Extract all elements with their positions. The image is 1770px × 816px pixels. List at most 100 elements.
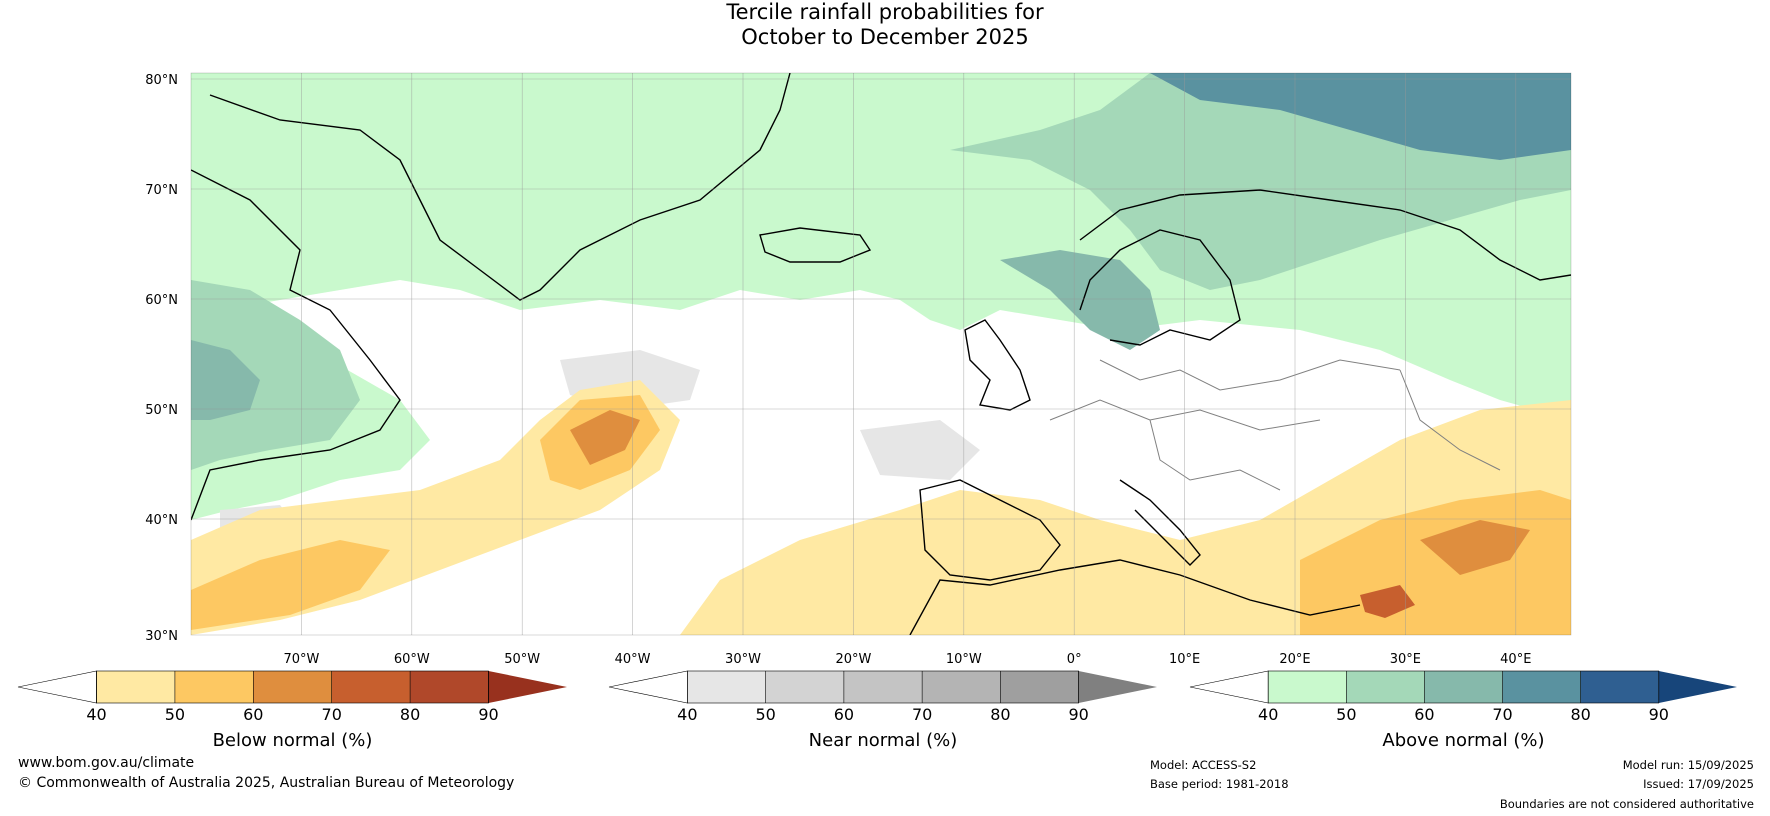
latitude-labels: 80°N 70°N 60°N 50°N 40°N 30°N — [145, 73, 178, 644]
colorbars: 40 50 60 70 80 90 Below normal (%) 40 50 60 70 80 90… — [17, 670, 1737, 751]
near-normal-patch-2 — [860, 420, 980, 480]
lat-label: 60°N — [145, 293, 178, 308]
colorbar-extension-high — [1078, 671, 1157, 703]
colorbar-tick-label: 50 — [165, 705, 185, 724]
issued-date: Issued: 17/09/2025 — [1643, 777, 1754, 791]
colorbar-segment — [843, 671, 923, 703]
colorbar-segment — [410, 671, 489, 703]
lon-label: 10°W — [946, 652, 982, 667]
colorbar-tick-label: 40 — [86, 705, 106, 724]
colorbar-3: 40 50 60 70 80 90 Above normal (%) — [1189, 670, 1737, 751]
iberia-coast — [919, 479, 1061, 581]
below-normal-60-sw — [191, 540, 390, 630]
lat-label: 40°N — [145, 513, 178, 528]
colorbar-tick-label: 90 — [478, 705, 498, 724]
colorbar-extension-low — [608, 670, 688, 704]
above-normal-70-labrador — [191, 340, 260, 420]
lat-label: 50°N — [145, 403, 178, 418]
colorbar-segment — [1346, 671, 1425, 703]
coastlines — [191, 73, 1571, 635]
colorbar-tick-label: 90 — [1649, 705, 1669, 724]
lat-label: 30°N — [145, 629, 178, 644]
lon-label: 0° — [1067, 652, 1082, 667]
lat-label: 70°N — [145, 183, 178, 198]
above-normal-60-scandinavia — [1000, 250, 1160, 350]
title-line-2: October to December 2025 — [741, 25, 1029, 49]
colorbar-segment — [687, 671, 766, 703]
colorbar-extension-low — [17, 670, 97, 704]
border-1 — [1049, 399, 1321, 431]
colorbar-segment — [96, 671, 175, 703]
below-normal-70-atlantic — [570, 410, 640, 465]
colorbar-tick-label: 40 — [677, 705, 697, 724]
colorbar-tick-label: 40 — [1258, 705, 1278, 724]
below-normal-70-mideast — [1420, 520, 1530, 575]
colorbar-segment — [174, 671, 254, 703]
colorbar-tick-label: 70 — [1492, 705, 1512, 724]
north-africa-coast — [909, 559, 1361, 635]
border-2 — [1099, 359, 1401, 391]
colorbar-segment — [253, 671, 332, 703]
colorbar-tick-label: 50 — [755, 705, 775, 724]
colorbar-extension-high — [1658, 671, 1737, 703]
iceland-coast — [759, 227, 872, 263]
colorbar-title: Below normal (%) — [213, 730, 373, 751]
above-normal-50-band — [191, 280, 360, 470]
colorbar-segment — [922, 671, 1001, 703]
website-link[interactable]: www.bom.gov.au/climate — [18, 755, 195, 771]
europe-coast — [1079, 189, 1571, 281]
colorbar-segment — [1580, 671, 1659, 703]
lon-label: 50°W — [504, 652, 540, 667]
colorbar-tick-label: 60 — [1414, 705, 1434, 724]
below-normal-80-levant — [1360, 585, 1415, 618]
colorbar-segment — [765, 671, 844, 703]
map-frame — [190, 72, 1572, 636]
colorbar-tick-label: 80 — [1570, 705, 1590, 724]
lon-label: 20°W — [835, 652, 871, 667]
colorbar-1: 40 50 60 70 80 90 Below normal (%) — [17, 670, 567, 751]
lon-label: 30°W — [725, 652, 761, 667]
colorbar-tick-label: 80 — [990, 705, 1010, 724]
colorbar-segment — [1424, 671, 1503, 703]
lon-label: 40°E — [1500, 652, 1531, 667]
map-title: Tercile rainfall probabilities for Octob… — [0, 0, 1770, 50]
longitude-labels: 70°W 60°W 50°W 40°W 30°W 20°W 10°W 0° 10°E 20°E 30… — [283, 652, 1531, 667]
lon-label: 70°W — [283, 652, 319, 667]
copyright-notice: © Commonwealth of Australia 2025, Austra… — [18, 775, 515, 791]
scandinavia-coast — [1079, 229, 1241, 346]
gridlines — [191, 73, 1571, 635]
title-line-1: Tercile rainfall probabilities for — [726, 0, 1044, 24]
italy-coast — [1119, 479, 1201, 566]
colorbar-tick-label: 80 — [400, 705, 420, 724]
model-run-date: Model run: 15/09/2025 — [1622, 758, 1754, 772]
greenland-coast — [209, 73, 791, 301]
colorbar-tick-label: 60 — [243, 705, 263, 724]
country-borders — [1049, 359, 1501, 491]
colorbar-2: 40 50 60 70 80 90 Near normal (%) — [608, 670, 1157, 751]
border-3 — [1149, 419, 1281, 491]
colorbar-segment — [331, 671, 411, 703]
colorbar-title: Above normal (%) — [1382, 730, 1544, 751]
colorbar-title: Near normal (%) — [809, 730, 958, 751]
colorbar-extension-low — [1189, 670, 1269, 704]
lon-label: 10°E — [1169, 652, 1200, 667]
colorbar-segment — [1502, 671, 1581, 703]
base-period: Base period: 1981-2018 — [1150, 777, 1289, 791]
colorbar-tick-label: 70 — [322, 705, 342, 724]
colorbar-extension-high — [488, 671, 567, 703]
lat-label: 80°N — [145, 73, 178, 88]
colorbar-tick-label: 70 — [912, 705, 932, 724]
colorbar-tick-label: 60 — [834, 705, 854, 724]
probability-field — [191, 73, 1571, 635]
map-panel — [190, 72, 1572, 636]
colorbar-segment — [1268, 671, 1347, 703]
model-name: Model: ACCESS-S2 — [1150, 758, 1257, 772]
canada-coast — [191, 169, 401, 521]
lon-label: 40°W — [615, 652, 651, 667]
boundaries-disclaimer: Boundaries are not considered authoritat… — [1499, 797, 1754, 811]
colorbar-tick-label: 90 — [1068, 705, 1088, 724]
colorbar-segment — [1000, 671, 1079, 703]
uk-coast — [964, 319, 1031, 411]
lon-label: 60°W — [394, 652, 430, 667]
